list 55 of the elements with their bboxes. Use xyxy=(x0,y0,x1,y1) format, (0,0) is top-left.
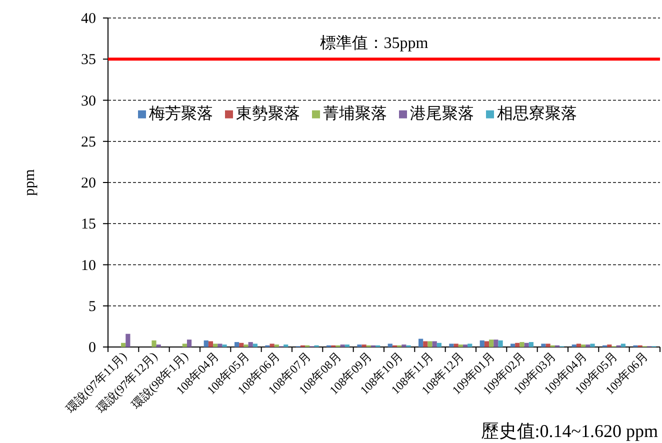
bar xyxy=(498,340,503,347)
bar xyxy=(480,340,484,347)
bar xyxy=(489,340,494,347)
bar xyxy=(248,342,253,347)
bar xyxy=(270,344,274,347)
legend-label: 梅芳聚落 xyxy=(148,104,213,122)
bar xyxy=(252,344,258,347)
y-tick-label: 20 xyxy=(81,176,96,192)
y-tick-label: 30 xyxy=(81,93,96,110)
bar xyxy=(510,344,516,347)
bar xyxy=(182,344,187,347)
bar xyxy=(152,340,156,347)
bar xyxy=(186,340,192,347)
bar xyxy=(436,342,442,347)
bar xyxy=(208,341,214,347)
bar xyxy=(213,344,218,347)
legend-label: 相思寮聚落 xyxy=(497,104,577,122)
bar xyxy=(515,342,520,347)
y-axis-title: ppm xyxy=(22,168,38,196)
bar xyxy=(484,341,490,347)
bar xyxy=(576,344,582,347)
bar xyxy=(388,344,392,347)
bar xyxy=(239,342,244,347)
bar xyxy=(428,341,432,347)
bar xyxy=(204,340,208,347)
legend-label: 東勢聚落 xyxy=(236,104,300,122)
bar xyxy=(528,342,534,347)
y-tick-label: 5 xyxy=(88,298,96,315)
bar xyxy=(520,342,524,347)
bar xyxy=(423,341,428,347)
legend-label: 港尾聚落 xyxy=(410,104,474,122)
bar xyxy=(449,344,454,347)
bar xyxy=(468,344,472,347)
bar xyxy=(121,342,126,347)
bar xyxy=(620,344,626,347)
bar xyxy=(494,340,498,347)
y-tick-label: 15 xyxy=(81,216,96,233)
ref-line-label: 標準值：35ppm xyxy=(320,34,429,52)
y-tick-label: 35 xyxy=(81,52,96,68)
bar xyxy=(418,338,424,347)
bar xyxy=(524,342,529,347)
bar xyxy=(541,344,546,347)
y-tick-label: 25 xyxy=(81,134,96,150)
legend-label: 菁埔聚落 xyxy=(323,104,387,122)
bar xyxy=(546,344,550,347)
y-tick-label: 0 xyxy=(88,340,96,356)
text: 歷史值:0.14~1.620 ppm xyxy=(480,421,658,441)
bar xyxy=(432,341,437,347)
y-tick-label: 10 xyxy=(81,258,96,274)
bar xyxy=(234,342,240,347)
bar xyxy=(218,344,222,347)
bar xyxy=(454,344,458,347)
bar xyxy=(590,344,595,347)
y-tick-label: 40 xyxy=(81,11,96,27)
bar xyxy=(126,334,130,347)
